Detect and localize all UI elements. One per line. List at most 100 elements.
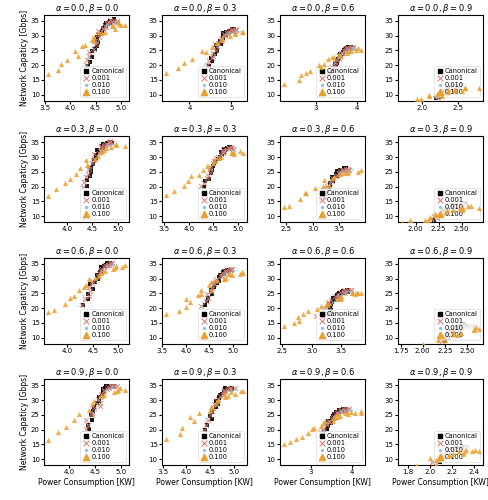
Point — [110, 260, 118, 268]
Title: $\alpha=0.0, \beta=0.0$: $\alpha=0.0, \beta=0.0$ — [55, 2, 119, 15]
Point — [434, 210, 442, 218]
Point — [111, 382, 119, 390]
Point — [203, 61, 210, 69]
Point — [81, 58, 89, 66]
Point — [344, 44, 352, 52]
Point — [81, 295, 89, 303]
Point — [105, 138, 113, 146]
Point — [96, 393, 104, 401]
Point — [104, 383, 112, 391]
Point — [439, 90, 447, 98]
Point — [441, 337, 448, 345]
Point — [81, 42, 89, 50]
Point — [312, 312, 320, 320]
Point — [198, 428, 206, 436]
Point — [224, 146, 232, 154]
Point — [227, 266, 235, 274]
Point — [207, 54, 215, 62]
Point — [323, 188, 330, 196]
Point — [334, 408, 342, 416]
Point — [463, 444, 471, 452]
Point — [440, 334, 448, 342]
Point — [221, 146, 229, 154]
Point — [448, 204, 456, 212]
Point — [327, 306, 335, 314]
Point — [332, 170, 340, 178]
Point — [224, 390, 232, 398]
Point — [106, 260, 114, 268]
Point — [341, 46, 349, 54]
Point — [88, 277, 96, 285]
Point — [227, 27, 235, 35]
Point — [446, 334, 453, 342]
Point — [229, 25, 237, 33]
Point — [83, 166, 91, 173]
Point — [439, 210, 447, 218]
Point — [438, 90, 446, 98]
Point — [320, 188, 328, 196]
Point — [347, 44, 355, 52]
Point — [468, 447, 475, 455]
Point — [345, 44, 352, 52]
Point — [346, 288, 353, 296]
Point — [354, 44, 362, 52]
Point — [90, 37, 98, 45]
Point — [238, 268, 245, 276]
Point — [306, 68, 314, 76]
Point — [211, 156, 219, 164]
Point — [332, 170, 340, 178]
Legend: Canonical, 0.001, 0.010, 0.100: Canonical, 0.001, 0.010, 0.100 — [434, 309, 480, 340]
Point — [209, 159, 217, 167]
Point — [335, 170, 343, 178]
Point — [225, 386, 233, 394]
Point — [219, 30, 227, 38]
Point — [447, 446, 455, 454]
Point — [322, 304, 329, 312]
Point — [448, 330, 456, 338]
Point — [442, 87, 449, 95]
Point — [447, 446, 455, 454]
Point — [100, 146, 107, 154]
Point — [457, 82, 465, 90]
Point — [209, 404, 217, 412]
Point — [335, 168, 343, 176]
Point — [336, 408, 344, 416]
Point — [329, 294, 337, 302]
Point — [82, 60, 90, 68]
Point — [455, 82, 463, 90]
Point — [91, 278, 99, 285]
Title: $\alpha=0.3, \beta=0.0$: $\alpha=0.3, \beta=0.0$ — [55, 124, 119, 136]
Point — [340, 164, 348, 172]
Point — [84, 290, 92, 298]
Point — [456, 201, 464, 209]
Point — [88, 412, 96, 420]
Point — [222, 268, 230, 276]
Point — [341, 48, 349, 56]
Point — [61, 300, 69, 308]
Point — [85, 292, 93, 300]
Point — [230, 385, 238, 393]
Point — [87, 168, 95, 176]
Point — [333, 171, 341, 179]
Point — [444, 206, 451, 214]
Point — [446, 84, 453, 92]
Legend: Canonical, 0.001, 0.010, 0.100: Canonical, 0.001, 0.010, 0.100 — [199, 66, 244, 97]
Point — [232, 26, 240, 34]
Point — [106, 16, 114, 24]
Point — [220, 148, 227, 156]
Point — [212, 399, 220, 407]
Point — [467, 202, 474, 209]
Point — [79, 176, 87, 184]
Point — [441, 451, 448, 459]
Point — [441, 90, 448, 98]
Point — [216, 272, 224, 280]
Point — [462, 84, 469, 92]
Point — [226, 384, 234, 392]
Point — [90, 34, 98, 42]
Point — [446, 330, 453, 338]
Point — [93, 151, 101, 159]
Point — [221, 146, 228, 154]
Point — [113, 380, 121, 388]
Point — [107, 384, 115, 392]
Point — [332, 409, 340, 417]
